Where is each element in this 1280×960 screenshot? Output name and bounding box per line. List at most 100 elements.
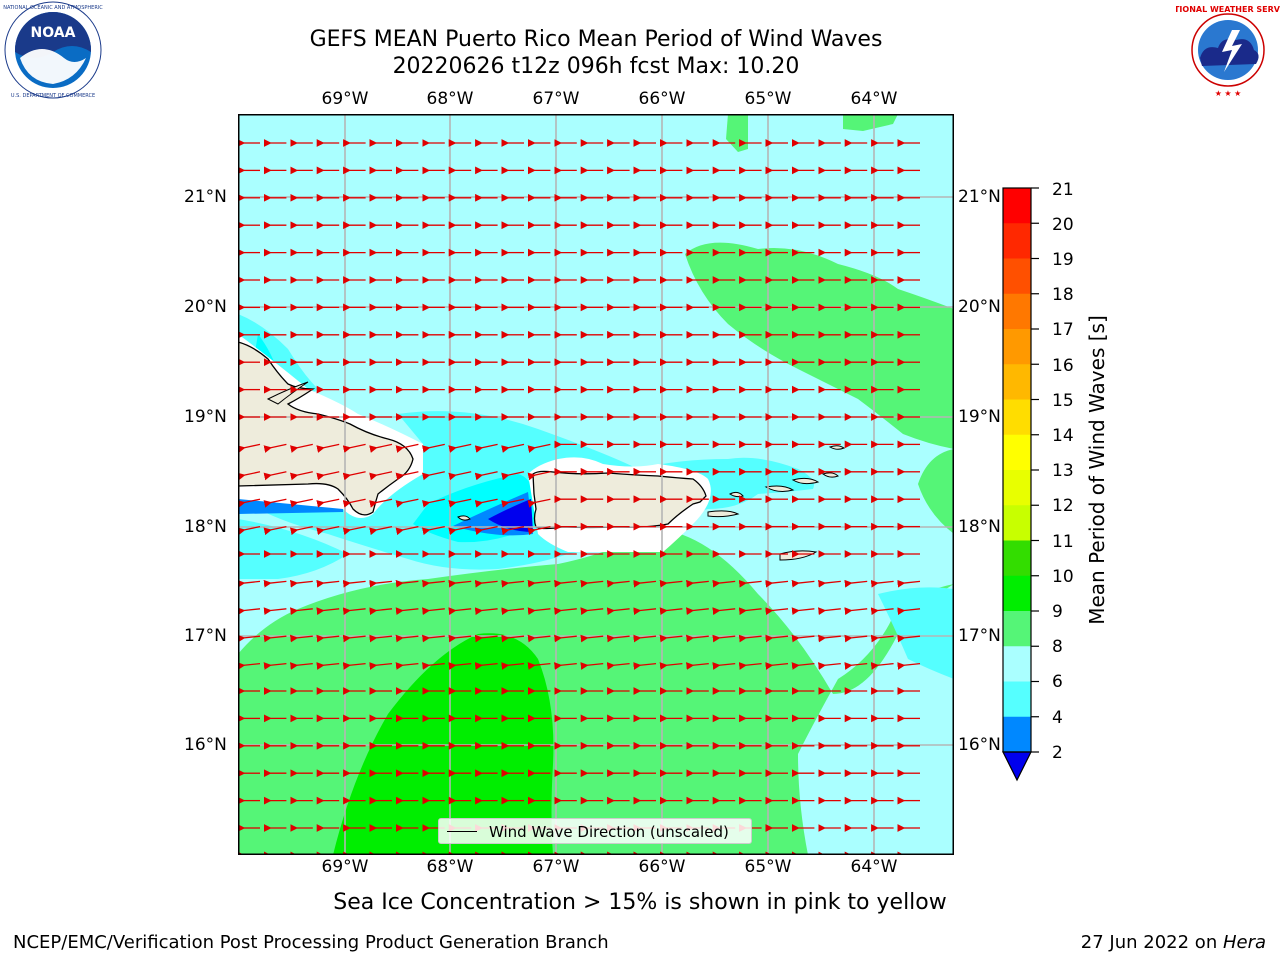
wind-wave-arrow bbox=[659, 634, 683, 643]
wind-wave-arrow bbox=[712, 662, 736, 670]
wind-wave-arrow bbox=[897, 634, 921, 643]
wind-wave-arrow bbox=[342, 443, 366, 453]
wind-wave-arrow bbox=[686, 607, 709, 616]
wind-wave-arrow bbox=[633, 662, 657, 670]
wind-wave-arrow bbox=[686, 579, 709, 588]
wind-wave-arrow bbox=[870, 634, 894, 643]
wind-wave-arrow bbox=[474, 634, 498, 643]
wind-wave-arrow bbox=[316, 443, 340, 453]
lon-tick-top-67w: 67°W bbox=[532, 89, 580, 109]
colorbar-extend-arrow bbox=[1002, 751, 1032, 782]
mona-island bbox=[457, 515, 471, 521]
wind-wave-arrow bbox=[290, 662, 313, 670]
colorbar-label-21: 21 bbox=[1052, 180, 1074, 200]
wind-wave-arrow bbox=[316, 525, 340, 536]
colorbar-label-2: 2 bbox=[1052, 743, 1063, 763]
colorbar-block bbox=[1003, 646, 1031, 682]
colorbar-title: Mean Period of Wind Waves [s] bbox=[1085, 315, 1109, 625]
colorbar-block bbox=[1003, 575, 1031, 612]
wind-wave-arrow bbox=[474, 525, 498, 536]
wind-wave-arrow bbox=[395, 662, 419, 670]
wind-wave-arrow bbox=[527, 634, 551, 643]
wind-wave-arrow bbox=[791, 634, 815, 643]
wind-wave-arrow bbox=[448, 607, 472, 616]
map-frame bbox=[238, 114, 954, 855]
footer-date: 27 Jun 2022 on Hera bbox=[1081, 932, 1266, 954]
sea-ice-note: Sea Ice Concentration > 15% is shown in … bbox=[333, 890, 947, 915]
colorbar-label-13: 13 bbox=[1052, 461, 1074, 481]
wind-wave-arrow bbox=[369, 471, 393, 481]
colorbar-label-4: 4 bbox=[1052, 708, 1063, 728]
chart-title: GEFS MEAN Puerto Rico Mean Period of Win… bbox=[309, 27, 883, 52]
lon-tick-top-69w: 69°W bbox=[321, 89, 369, 109]
noaa-logo-text: NOAA bbox=[31, 25, 76, 41]
footer-credit: NCEP/EMC/Verification Post Processing Pr… bbox=[13, 932, 609, 953]
wind-wave-arrow bbox=[422, 662, 445, 670]
wind-wave-arrow bbox=[395, 579, 419, 588]
wind-wave-arrow bbox=[580, 579, 604, 588]
lat-tick-right-17n: 17°N bbox=[958, 626, 1001, 646]
footer-date-text: 27 Jun 2022 on bbox=[1080, 932, 1223, 953]
colorbar-label-16: 16 bbox=[1052, 356, 1074, 376]
wind-wave-arrow bbox=[263, 525, 287, 536]
wind-wave-arrow bbox=[369, 498, 393, 508]
wind-wave-arrow bbox=[501, 498, 525, 508]
wind-wave-arrow bbox=[818, 662, 841, 670]
wind-wave-arrow bbox=[844, 579, 868, 588]
wind-wave-arrow bbox=[342, 662, 366, 670]
colorbar-label-14: 14 bbox=[1052, 426, 1074, 446]
colorbar-label-19: 19 bbox=[1052, 250, 1074, 270]
wind-wave-arrow bbox=[527, 443, 551, 453]
wind-wave-arrow bbox=[316, 662, 340, 670]
wind-wave-arrow bbox=[421, 471, 445, 481]
wind-wave-arrow bbox=[501, 443, 525, 453]
colorbar-block bbox=[1003, 293, 1031, 330]
wind-wave-arrow bbox=[238, 525, 261, 536]
colorbar-block bbox=[1003, 434, 1031, 471]
period-below-2-region-south bbox=[488, 499, 533, 532]
wind-wave-arrow bbox=[765, 579, 789, 588]
wind-wave-arrow bbox=[263, 662, 287, 670]
svg-text:U.S. DEPARTMENT OF COMMERCE: U.S. DEPARTMENT OF COMMERCE bbox=[11, 93, 95, 99]
wind-wave-arrow bbox=[501, 662, 525, 670]
wind-wave-arrow bbox=[818, 579, 841, 588]
noaa-logo-icon: NOAA NATIONAL OCEANIC AND ATMOSPHERIC U.… bbox=[3, 1, 103, 99]
chart-subtitle: 20220626 t12z 096h fcst Max: 10.20 bbox=[392, 54, 800, 79]
wind-wave-arrow bbox=[290, 634, 313, 643]
wind-wave-arrow bbox=[659, 607, 683, 616]
colorbar-block bbox=[1003, 716, 1031, 753]
colorbar-label-12: 12 bbox=[1052, 496, 1074, 516]
wind-wave-arrow bbox=[421, 525, 445, 536]
wind-wave-arrow bbox=[501, 525, 525, 536]
wind-wave-arrow bbox=[342, 498, 366, 508]
colorbar-label-15: 15 bbox=[1052, 391, 1074, 411]
wind-wave-arrow bbox=[395, 634, 419, 643]
wind-wave-vectors bbox=[238, 139, 921, 855]
wind-wave-arrow bbox=[765, 662, 789, 670]
wind-wave-arrow bbox=[501, 634, 525, 643]
lon-tick-top-64w: 64°W bbox=[850, 89, 898, 109]
wind-wave-arrow bbox=[738, 634, 762, 643]
wind-wave-arrow bbox=[395, 471, 419, 481]
lat-tick-left-18n: 18°N bbox=[184, 517, 227, 537]
wind-wave-arrow bbox=[870, 607, 894, 616]
wind-wave-arrow bbox=[395, 498, 419, 508]
lat-tick-right-21n: 21°N bbox=[958, 187, 1001, 207]
wind-wave-arrow bbox=[369, 662, 393, 670]
wind-wave-arrow bbox=[238, 579, 261, 588]
wind-wave-arrow bbox=[316, 579, 340, 588]
wind-wave-arrow bbox=[448, 525, 472, 536]
colorbar-label-10: 10 bbox=[1052, 567, 1074, 587]
wind-wave-arrow bbox=[342, 471, 366, 481]
wind-wave-arrow bbox=[712, 579, 736, 588]
wind-wave-arrow bbox=[791, 662, 815, 670]
colorbar-block bbox=[1003, 681, 1031, 718]
wind-wave-arrow bbox=[263, 634, 287, 643]
wind-wave-arrow bbox=[527, 662, 551, 670]
vector-legend: Wind Wave Direction (unscaled) bbox=[438, 818, 752, 844]
wind-wave-arrow bbox=[421, 443, 445, 453]
wind-wave-arrow bbox=[818, 607, 841, 616]
wind-wave-arrow bbox=[289, 525, 313, 536]
wind-wave-arrow bbox=[738, 607, 762, 616]
wind-wave-arrow bbox=[527, 579, 551, 588]
